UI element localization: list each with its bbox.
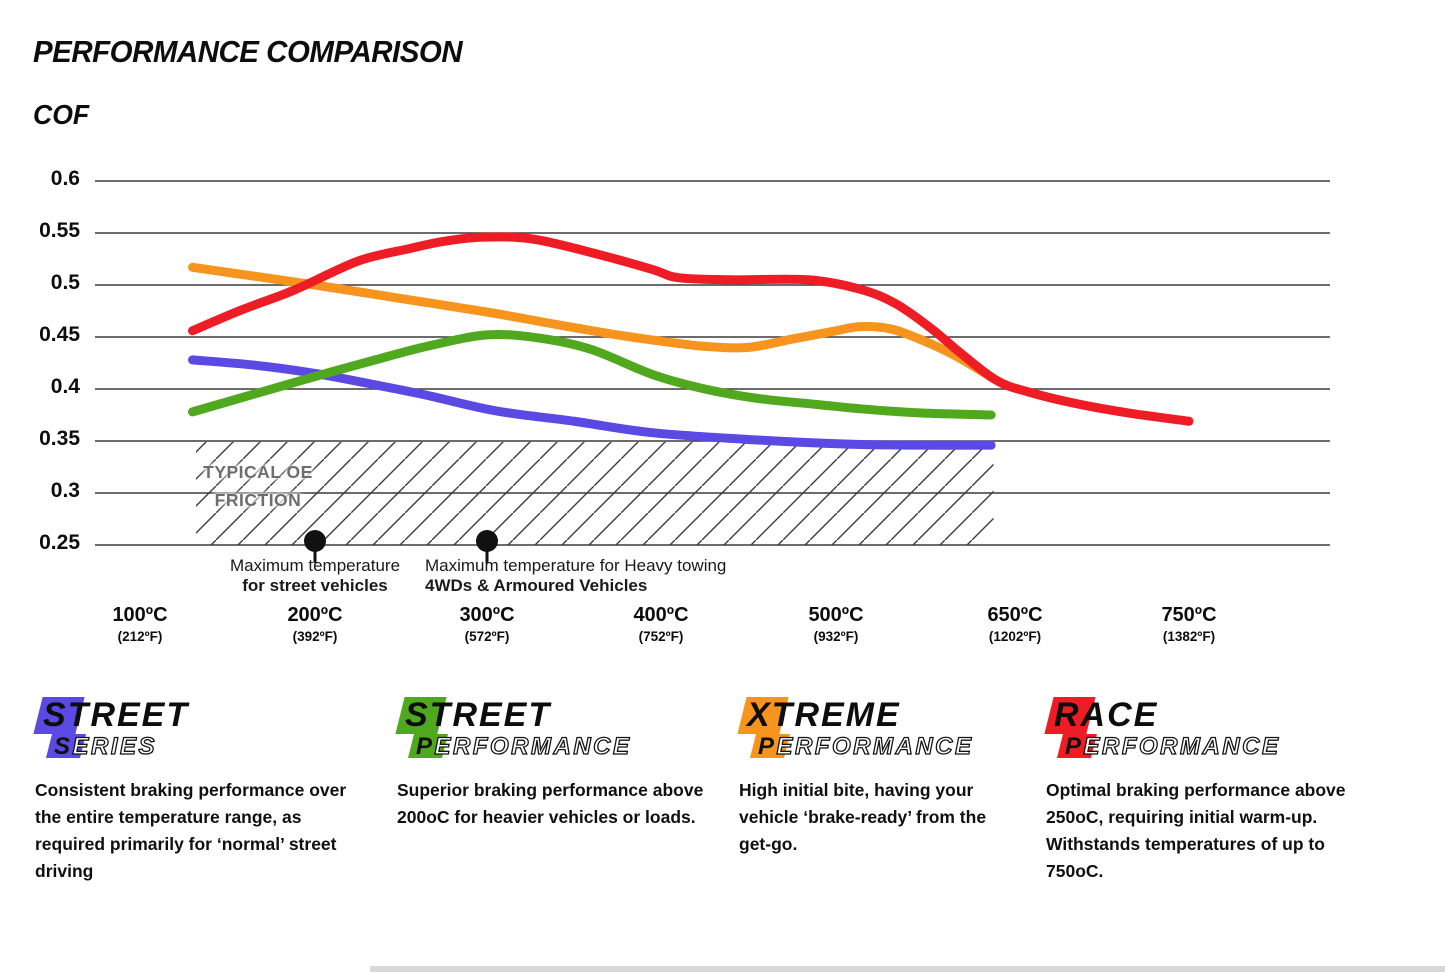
annotation-line1: Maximum temperature: [229, 556, 401, 575]
max-temp-street-vehicles-annotation: Maximum temperature for street vehicles: [155, 556, 475, 596]
y-axis-tick-label: 0.6: [50, 167, 80, 190]
annotation-line1: Maximum temperature for Heavy towing: [425, 556, 727, 575]
y-axis-tick-label: 0.35: [39, 427, 80, 450]
annotation-line2: 4WDs & Armoured Vehicles: [425, 576, 648, 595]
celsius-label: 300ºC: [459, 604, 515, 626]
series-line-xtreme-performance: [188, 262, 999, 384]
x-axis-tick-100c: 100ºC (212ºF): [112, 604, 167, 644]
page-title: PERFORMANCE COMPARISON: [33, 34, 463, 69]
fahrenheit-label: (1202ºF): [988, 629, 1042, 644]
y-axis-title: COF: [33, 99, 90, 130]
annotation-line2: for street vehicles: [242, 576, 388, 595]
typical-oe-friction-band: [196, 442, 994, 545]
celsius-label: 750ºC: [1161, 604, 1217, 626]
oe-label-line2: FRICTION: [214, 490, 302, 510]
x-axis-tick-650c: 650ºC (1202ºF): [987, 604, 1042, 644]
typical-oe-friction-label: TYPICAL OE FRICTION: [183, 458, 333, 514]
y-axis-tick-label: 0.3: [50, 479, 80, 502]
x-axis-tick-400c: 400ºC (752ºF): [633, 604, 688, 644]
x-axis-tick-200c: 200ºC (392ºF): [287, 604, 342, 644]
y-axis-tick-label: 0.5: [50, 271, 80, 294]
x-axis-tick-750c: 750ºC (1382ºF): [1161, 604, 1216, 644]
celsius-label: 400ºC: [633, 604, 689, 626]
celsius-label: 500ºC: [808, 604, 864, 626]
series-line-street-performance: [188, 329, 996, 420]
fahrenheit-label: (1382ºF): [1162, 629, 1216, 644]
celsius-label: 100ºC: [112, 604, 168, 626]
y-axis-tick-label: 0.55: [39, 219, 80, 242]
y-axis-tick-label: 0.25: [39, 531, 80, 554]
fahrenheit-label: (212ºF): [117, 629, 163, 644]
oe-label-line1: TYPICAL OE: [203, 462, 313, 482]
bottom-divider: [370, 966, 1445, 972]
fahrenheit-label: (572ºF): [464, 629, 510, 644]
y-axis-tick-label: 0.4: [50, 375, 80, 398]
marker-dot-1: [304, 530, 326, 552]
celsius-label: 650ºC: [987, 604, 1043, 626]
celsius-label: 200ºC: [287, 604, 343, 626]
max-temp-heavy-towing-annotation: Maximum temperature for Heavy towing 4WD…: [425, 556, 726, 596]
marker-dot-2: [476, 530, 498, 552]
fahrenheit-label: (752ºF): [638, 629, 684, 644]
x-axis-tick-300c: 300ºC (572ºF): [459, 604, 514, 644]
series-line-race-performance: [188, 232, 1194, 426]
fahrenheit-label: (392ºF): [292, 629, 338, 644]
fahrenheit-label: (932ºF): [813, 629, 859, 644]
x-axis-tick-500c: 500ºC (932ºF): [808, 604, 863, 644]
y-axis-tick-label: 0.45: [39, 323, 80, 346]
